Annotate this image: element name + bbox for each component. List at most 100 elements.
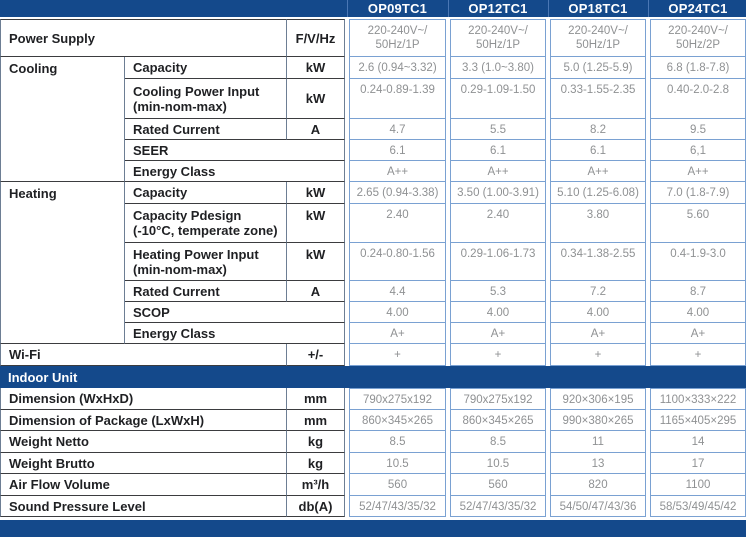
cell-weight-netto-4: 14	[650, 431, 746, 453]
row-label-seer: SEER	[125, 140, 345, 161]
cell-cooling-rated-current-1: 4.7	[349, 119, 446, 140]
unit-weight-brutto: kg	[287, 453, 345, 474]
cell-heating-rated-current-2: 5.3	[450, 281, 546, 302]
cell-heating-rated-current-3: 7.2	[550, 281, 646, 302]
cell-dimension-4: 1100×333×222	[650, 388, 746, 410]
cell-heating-capacity-3: 5.10 (1.25-6.08)	[550, 182, 646, 204]
cell-scop-3: 4.00	[550, 302, 646, 323]
cell-cooling-capacity-1: 2.6 (0.94~3.32)	[349, 57, 446, 79]
cell-heating-power-input-4: 0.4-1.9-3.0	[650, 243, 746, 281]
cell-sound-pressure-2: 52/47/43/35/32	[450, 496, 546, 517]
row-group-heating: Heating	[0, 182, 125, 344]
bottom-accent-bar	[0, 520, 746, 537]
row-label-sound-pressure: Sound Pressure Level	[0, 496, 287, 517]
cell-package-4: 1165×405×295	[650, 410, 746, 431]
unit-weight-netto: kg	[287, 431, 345, 453]
cell-cooling-energy-class-3: A++	[550, 161, 646, 182]
cell-dimension-1: 790x275x192	[349, 388, 446, 410]
row-group-cooling: Cooling	[0, 57, 125, 182]
cell-scop-4: 4.00	[650, 302, 746, 323]
cell-power-supply-2: 220-240V~/50Hz/1P	[450, 19, 546, 57]
cell-capacity-pdesign-3: 3.80	[550, 204, 646, 243]
row-label-cooling-rated-current: Rated Current	[125, 119, 287, 140]
header-column-divider	[646, 0, 650, 17]
cell-cooling-rated-current-4: 9.5	[650, 119, 746, 140]
row-label-scop: SCOP	[125, 302, 345, 323]
cell-cooling-rated-current-3: 8.2	[550, 119, 646, 140]
unit-cooling-power-input: kW	[287, 79, 345, 119]
cell-power-supply-4: 220-240V~/50Hz/2P	[650, 19, 746, 57]
cell-capacity-pdesign-1: 2.40	[349, 204, 446, 243]
table-header-bar: OP09TC1 OP12TC1 OP18TC1 OP24TC1	[0, 0, 746, 17]
header-column-divider	[546, 0, 550, 17]
unit-power-supply: F/V/Hz	[287, 19, 345, 57]
cell-cooling-energy-class-1: A++	[349, 161, 446, 182]
header-column-divider	[446, 0, 450, 17]
cell-weight-netto-2: 8.5	[450, 431, 546, 453]
cell-seer-4: 6,1	[650, 140, 746, 161]
cell-cooling-rated-current-2: 5.5	[450, 119, 546, 140]
cell-scop-2: 4.00	[450, 302, 546, 323]
cell-cooling-power-input-2: 0.29-1.09-1.50	[450, 79, 546, 119]
cell-heating-energy-class-2: A+	[450, 323, 546, 344]
unit-cooling-capacity: kW	[287, 57, 345, 79]
row-label-heating-rated-current: Rated Current	[125, 281, 287, 302]
cell-heating-energy-class-3: A+	[550, 323, 646, 344]
cell-cooling-energy-class-4: A++	[650, 161, 746, 182]
cell-cooling-power-input-1: 0.24-0.89-1.39	[349, 79, 446, 119]
cell-package-1: 860×345×265	[349, 410, 446, 431]
cell-sound-pressure-4: 58/53/49/45/42	[650, 496, 746, 517]
header-corner-spacer	[0, 0, 345, 17]
unit-heating-capacity: kW	[287, 182, 345, 204]
cell-sound-pressure-3: 54/50/47/43/36	[550, 496, 646, 517]
cell-seer-1: 6.1	[349, 140, 446, 161]
unit-wifi: +/-	[287, 344, 345, 366]
unit-dimension: mm	[287, 388, 345, 410]
cell-heating-rated-current-1: 4.4	[349, 281, 446, 302]
cell-package-2: 860×345×265	[450, 410, 546, 431]
cell-cooling-capacity-3: 5.0 (1.25-5.9)	[550, 57, 646, 79]
cell-weight-netto-1: 8.5	[349, 431, 446, 453]
cell-wifi-3: +	[550, 344, 646, 366]
cell-cooling-capacity-4: 6.8 (1.8-7.8)	[650, 57, 746, 79]
cell-package-3: 990×380×265	[550, 410, 646, 431]
cell-heating-power-input-1: 0.24-0.80-1.56	[349, 243, 446, 281]
model-column-header: OP12TC1	[468, 1, 528, 16]
unit-air-flow: m³/h	[287, 474, 345, 496]
cell-weight-brutto-4: 17	[650, 453, 746, 474]
unit-capacity-pdesign: kW	[287, 204, 345, 243]
cell-power-supply-1: 220-240V~/50Hz/1P	[349, 19, 446, 57]
cell-wifi-1: +	[349, 344, 446, 366]
cell-heating-capacity-2: 3.50 (1.00-3.91)	[450, 182, 546, 204]
section-header-indoor-unit: Indoor Unit	[0, 366, 746, 388]
row-label-wifi: Wi-Fi	[0, 344, 287, 366]
cell-wifi-4: +	[650, 344, 746, 366]
model-column-header: OP24TC1	[668, 1, 728, 16]
cell-sound-pressure-1: 52/47/43/35/32	[349, 496, 446, 517]
unit-sound-pressure: db(A)	[287, 496, 345, 517]
cell-heating-energy-class-1: A+	[349, 323, 446, 344]
row-label-cooling-power-input: Cooling Power Input (min-nom-max)	[125, 79, 287, 119]
unit-package: mm	[287, 410, 345, 431]
cell-heating-power-input-3: 0.34-1.38-2.55	[550, 243, 646, 281]
cell-cooling-power-input-3: 0.33-1.55-2.35	[550, 79, 646, 119]
cell-weight-brutto-2: 10.5	[450, 453, 546, 474]
cell-dimension-2: 790x275x192	[450, 388, 546, 410]
cell-heating-capacity-4: 7.0 (1.8-7.9)	[650, 182, 746, 204]
cell-seer-2: 6.1	[450, 140, 546, 161]
cell-capacity-pdesign-2: 2.40	[450, 204, 546, 243]
row-label-weight-brutto: Weight Brutto	[0, 453, 287, 474]
row-label-dimension: Dimension (WxHxD)	[0, 388, 287, 410]
cell-dimension-3: 920×306×195	[550, 388, 646, 410]
cell-heating-energy-class-4: A+	[650, 323, 746, 344]
header-column-divider	[345, 0, 349, 17]
row-label-air-flow: Air Flow Volume	[0, 474, 287, 496]
cell-cooling-power-input-4: 0.40-2.0-2.8	[650, 79, 746, 119]
cell-air-flow-4: 1100	[650, 474, 746, 496]
model-column-header: OP09TC1	[367, 1, 428, 16]
cell-weight-netto-3: 11	[550, 431, 646, 453]
unit-heating-rated-current: A	[287, 281, 345, 302]
cell-cooling-energy-class-2: A++	[450, 161, 546, 182]
